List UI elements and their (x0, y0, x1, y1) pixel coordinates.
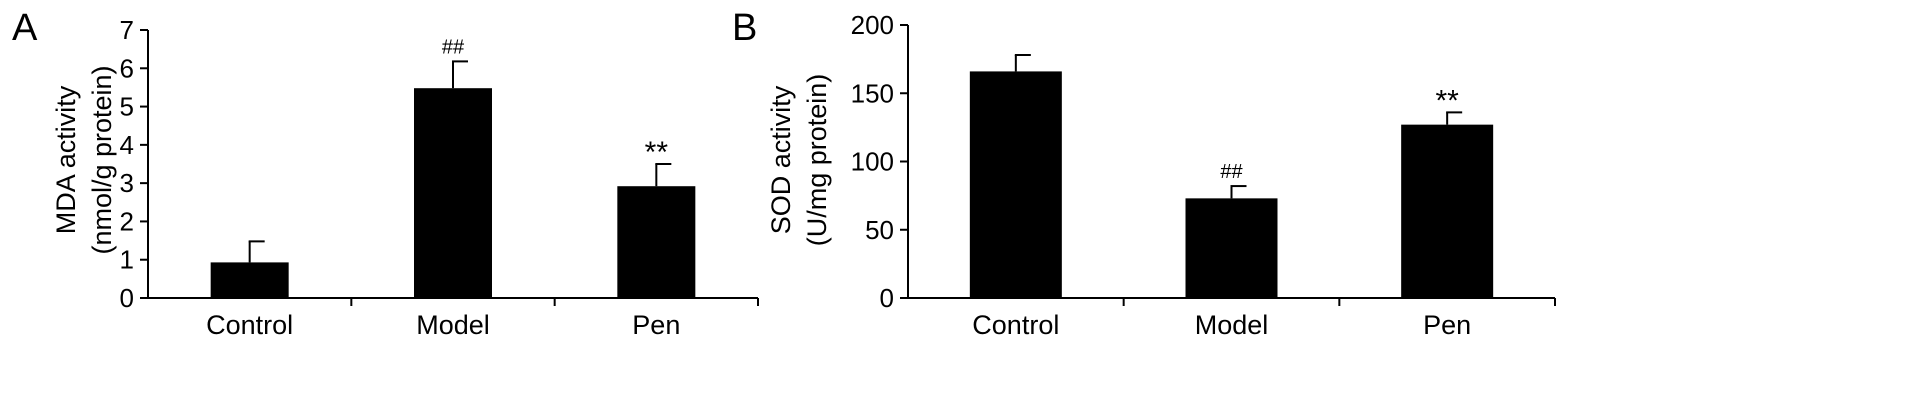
panel-b-y-tick-label: 200 (851, 10, 894, 40)
panel-b-significance-label: ## (1220, 161, 1243, 183)
panel-b-plot: 0 50 100 150 200 Control ## Model ** Pen (851, 10, 1556, 340)
panel-a-bar-model (414, 88, 492, 299)
panel-a-ylabel-line1: MDA activity (51, 85, 81, 234)
panel-a-y-tick-label: 2 (120, 206, 134, 236)
panel-b: B SOD activity (U/mg protein) 0 50 100 150 2… (732, 7, 1556, 340)
panel-a-label: A (12, 7, 38, 49)
panel-a-x-tick-label: Pen (632, 310, 680, 340)
panel-b-y-tick-label: 50 (865, 215, 894, 245)
panel-a-y-tick-label: 4 (120, 130, 134, 160)
panel-a-y-tick-label: 1 (120, 245, 134, 275)
panel-b-x-tick-label: Pen (1423, 310, 1471, 340)
panel-a-ylabel-line2: (nmol/g protein) (87, 65, 117, 254)
panel-b-bar-control (969, 71, 1062, 298)
panel-b-significance-label: ** (1435, 84, 1459, 117)
panel-b-ylabel: SOD activity (U/mg protein) (766, 74, 832, 247)
panel-b-x-tick-label: Model (1195, 310, 1269, 340)
panel-a-x-tick-label: Model (416, 310, 490, 340)
panel-a-y-tick-label: 6 (120, 53, 134, 83)
panel-b-x-tick-label: Control (972, 310, 1059, 340)
panel-a-significance-label: ** (645, 136, 669, 169)
panel-a-y-tick-label: 5 (120, 92, 134, 122)
panel-b-ylabel-line1: SOD activity (766, 85, 796, 234)
panel-b-y-tick-label: 0 (880, 283, 894, 313)
panel-a-significance-label: ## (442, 36, 465, 58)
panel-b-bar-model (1185, 198, 1278, 298)
panel-a-ylabel: MDA activity (nmol/g protein) (51, 65, 117, 254)
panel-a-plot: 0 1 2 3 4 5 6 7 Control ## Model ** Pen (120, 15, 759, 340)
panel-a-y-tick-label: 7 (120, 15, 134, 45)
panel-b-label: B (732, 7, 757, 49)
panel-b-bar-pen (1401, 124, 1494, 299)
panel-a-y-tick-label: 0 (120, 283, 134, 313)
panel-a: A MDA activity (nmol/g protein) 0 1 2 3 4 5 6 7… (12, 7, 759, 340)
panel-b-ylabel-line2: (U/mg protein) (802, 74, 832, 247)
panel-b-y-tick-label: 150 (851, 78, 894, 108)
panel-a-y-tick-label: 3 (120, 168, 134, 198)
panel-a-x-tick-label: Control (206, 310, 293, 340)
panel-b-y-tick-label: 100 (851, 147, 894, 177)
panel-a-bar-pen (617, 186, 696, 298)
panel-a-bar-control (210, 262, 289, 298)
